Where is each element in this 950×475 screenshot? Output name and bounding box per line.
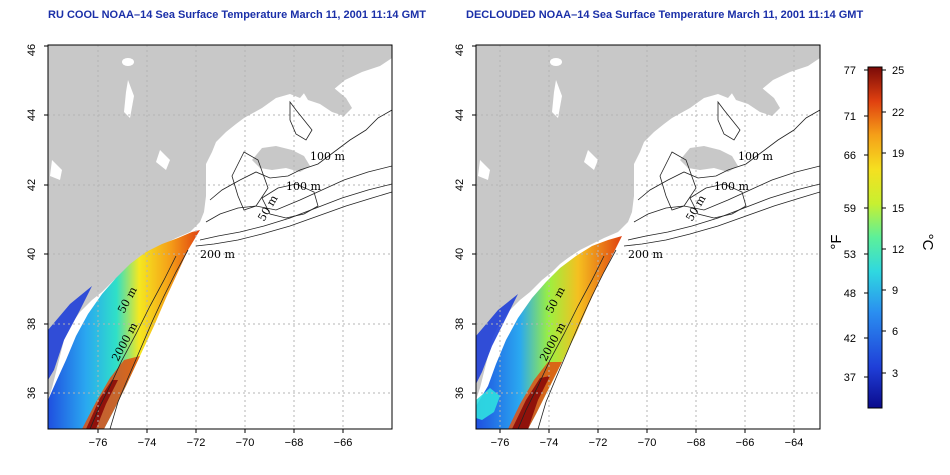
- colorbar-ticks: [864, 69, 886, 378]
- land-mass: [252, 146, 310, 172]
- fahrenheit-tick-labels: 77 71 66 59 53 48 42 37: [844, 65, 856, 384]
- lon-tick-labels: −76 −74 −72 −70 −68 −66: [89, 437, 353, 449]
- celsius-unit-label: °C: [919, 234, 936, 251]
- fahrenheit-tick: 48: [844, 288, 856, 300]
- lon-tick-label: −76: [89, 437, 108, 449]
- isobath-label: 50 m: [683, 192, 709, 223]
- lon-tick-label: −76: [491, 437, 510, 449]
- land-mass: [476, 45, 820, 400]
- fahrenheit-tick: 37: [844, 372, 856, 384]
- lat-tick-label: 36: [454, 387, 466, 399]
- isobaths: [89, 100, 392, 429]
- celsius-tick: 25: [892, 65, 904, 77]
- fahrenheit-tick: 71: [844, 111, 856, 123]
- lat-tick-label: 38: [454, 318, 466, 330]
- celsius-tick: 19: [892, 148, 904, 160]
- lon-tick-label: −72: [589, 437, 608, 449]
- isobath-label: 100 m: [738, 150, 773, 163]
- map-title-right: DECLOUDED NOAA–14 Sea Surface Temperatur…: [466, 9, 864, 21]
- isobath-label: 200 m: [200, 248, 235, 261]
- lat-tick-label: 40: [26, 248, 38, 260]
- celsius-tick-labels: 25 22 19 15 12 9 6 3: [892, 65, 904, 380]
- land-mass: [730, 84, 780, 116]
- map-frame: [47, 44, 393, 430]
- lon-tick-label: −74: [138, 437, 157, 449]
- fahrenheit-tick: 42: [844, 333, 856, 345]
- celsius-tick: 12: [892, 244, 904, 256]
- axis-ticks: [44, 45, 344, 433]
- lon-tick-label: −66: [334, 437, 353, 449]
- isobath-label: 50 m: [255, 192, 281, 223]
- lon-tick-label: −70: [638, 437, 657, 449]
- graticule: [48, 45, 392, 429]
- sst-cold-edge: [48, 286, 92, 380]
- axis-ticks: [472, 45, 795, 433]
- map-panel-left: 100 m 100 m 50 m 200 m 50 m 2000 m −76 −…: [26, 44, 393, 449]
- lon-tick-label: −64: [785, 437, 804, 449]
- land-mass: [680, 146, 738, 172]
- isobaths: [517, 100, 820, 429]
- land-mass: [302, 84, 352, 116]
- fahrenheit-unit-label: °F: [828, 234, 845, 249]
- lat-tick-label: 40: [454, 248, 466, 260]
- map-panel-right: 100 m 100 m 50 m 200 m 50 m 2000 m −76 −…: [454, 44, 821, 449]
- lon-tick-label: −74: [540, 437, 559, 449]
- celsius-tick: 22: [892, 107, 904, 119]
- map-title-left: RU COOL NOAA–14 Sea Surface Temperature …: [48, 9, 427, 21]
- lat-tick-label: 44: [454, 109, 466, 121]
- lakes: [478, 58, 598, 180]
- lon-tick-labels: −76 −74 −72 −70 −68 −66 −64: [491, 437, 804, 449]
- fahrenheit-tick: 59: [844, 203, 856, 215]
- fahrenheit-tick: 77: [844, 65, 856, 77]
- lon-tick-label: −66: [736, 437, 755, 449]
- fahrenheit-tick: 53: [844, 249, 856, 261]
- sst-cold-edge: [476, 388, 500, 420]
- lat-tick-label: 36: [26, 387, 38, 399]
- sst-cold-edge: [476, 294, 518, 384]
- isobath-label: 100 m: [310, 150, 345, 163]
- lat-tick-label: 44: [26, 109, 38, 121]
- graticule: [476, 45, 820, 429]
- sst-hot-core: [512, 376, 550, 429]
- sst-swath: [48, 230, 200, 429]
- lon-tick-label: −68: [285, 437, 304, 449]
- sst-swath: [476, 236, 622, 429]
- lat-tick-label: 42: [454, 179, 466, 191]
- lon-tick-label: −68: [687, 437, 706, 449]
- isobath-label: 100 m: [286, 180, 321, 193]
- lakes: [50, 58, 170, 180]
- lat-tick-label: 42: [26, 179, 38, 191]
- lat-tick-labels: 36 38 40 42 44 46: [26, 44, 38, 399]
- colorbar-ramp: [867, 66, 883, 409]
- celsius-tick: 9: [892, 285, 898, 297]
- lon-tick-label: −70: [236, 437, 255, 449]
- lat-tick-labels: 36 38 40 42 44 46: [454, 44, 466, 399]
- lat-tick-label: 46: [26, 44, 38, 56]
- isobath-label: 200 m: [628, 248, 663, 261]
- celsius-tick: 3: [892, 368, 898, 380]
- sst-hot-core: [86, 380, 118, 429]
- fahrenheit-tick: 66: [844, 150, 856, 162]
- lon-tick-label: −72: [187, 437, 206, 449]
- land-mass: [48, 45, 392, 400]
- celsius-tick: 15: [892, 203, 904, 215]
- lat-tick-label: 46: [454, 44, 466, 56]
- colorbar: 77 71 66 59 53 48 42 37 25 22 19 15 12 9…: [828, 65, 936, 409]
- celsius-tick: 6: [892, 326, 898, 338]
- isobath-label: 100 m: [714, 180, 749, 193]
- lat-tick-label: 38: [26, 318, 38, 330]
- map-frame: [475, 44, 821, 430]
